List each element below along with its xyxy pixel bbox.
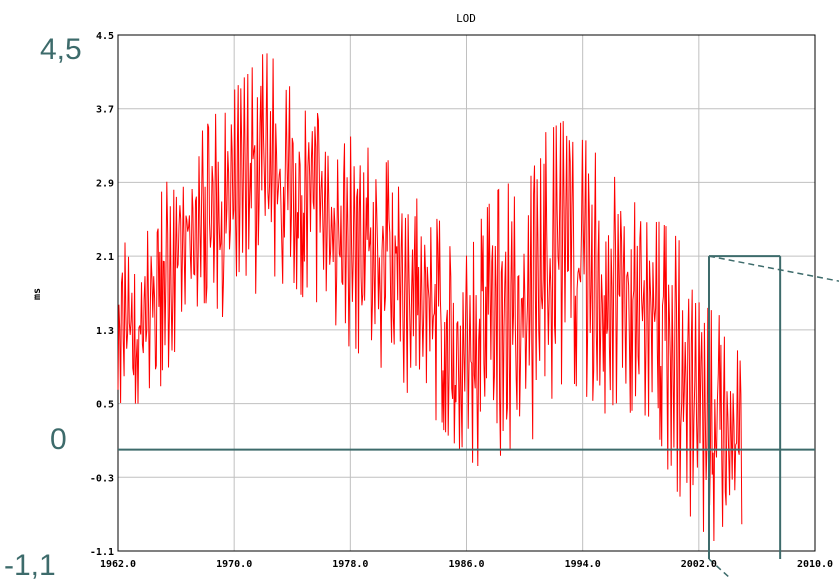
series-group [117, 53, 743, 542]
x-tick-label: 1978.0 [332, 559, 368, 570]
grid-lines [117, 34, 816, 552]
y-tick-label: 3.7 [96, 105, 114, 116]
x-tick-label: 2002.0 [681, 559, 717, 570]
y-tick-label: 1.3 [96, 326, 114, 337]
zero-annotation-label: 0 [50, 423, 67, 456]
top-annotation-label: 4,5 [40, 33, 82, 66]
plot-frame [117, 34, 816, 552]
x-tick-label: 1986.0 [448, 559, 484, 570]
x-tick-label: 1994.0 [565, 559, 601, 570]
y-tick-label: 4.5 [96, 31, 114, 42]
y-tick-label: 2.1 [96, 252, 114, 263]
y-tick-labels: 4.5 3.7 2.9 2.1 1.3 0.5 -0.3 -1.1 [90, 31, 114, 558]
lod-series-line [117, 53, 743, 542]
bottom-annotation-label: -1,1 [4, 549, 56, 579]
y-tick-label: 0.5 [96, 400, 114, 411]
x-tick-label: 1970.0 [216, 559, 252, 570]
y-tick-label: -1.1 [90, 547, 114, 558]
zoom-connector-bottom [708, 558, 732, 579]
chart-title: LOD [456, 12, 476, 25]
x-tick-label: 2010.0 [797, 559, 833, 570]
y-axis-label: ms [32, 288, 43, 300]
y-tick-label: -0.3 [90, 473, 114, 484]
annotation-overlay [118, 255, 839, 579]
y-tick-label: 2.9 [96, 178, 114, 189]
x-tick-label: 1962.0 [100, 559, 136, 570]
x-tick-labels: 1962.0 1970.0 1978.0 1986.0 1994.0 2002.0 2010… [100, 559, 833, 570]
zoom-connector-top [708, 255, 839, 282]
